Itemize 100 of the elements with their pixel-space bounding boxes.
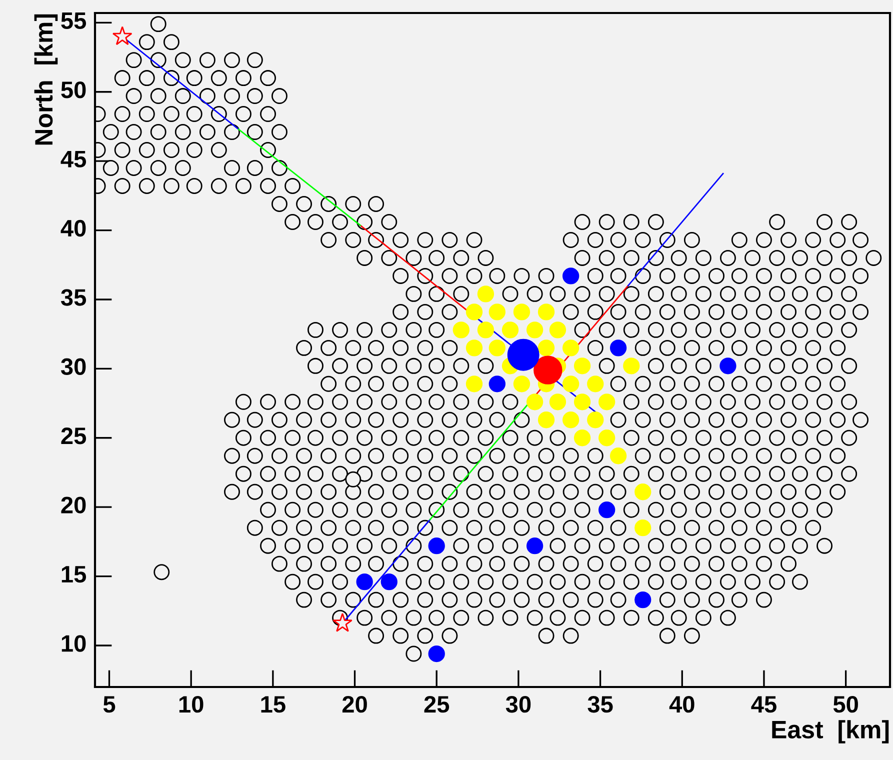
point [442,592,458,608]
point [271,556,288,572]
point [296,484,312,500]
point [502,502,518,518]
point [466,484,482,500]
point [406,322,422,338]
point [428,466,445,482]
point [138,178,155,194]
point [684,592,700,608]
point [670,538,687,554]
point [514,448,530,464]
point [368,196,384,212]
point [320,484,337,500]
point [731,340,748,356]
point [720,538,736,554]
point [320,412,337,428]
point [514,484,530,500]
point [744,358,760,374]
point [368,556,384,572]
point [235,178,252,194]
point [562,628,579,644]
point [780,340,797,356]
point [744,286,760,302]
point [442,268,458,284]
point [610,268,626,284]
point [514,412,530,428]
point [852,268,869,284]
point [246,88,263,104]
point [466,412,482,428]
point [345,412,362,428]
point [453,574,470,590]
point [356,502,373,518]
point [466,448,482,464]
point [648,466,664,482]
point [816,286,833,302]
point [659,628,676,644]
point [610,376,626,392]
point [574,466,590,482]
point [246,412,263,428]
point [260,466,276,482]
point [538,268,554,284]
point [478,610,494,626]
point [708,268,724,284]
x-tick-label: 5 [103,696,116,713]
point [442,340,458,356]
point [731,376,748,392]
point [792,466,808,482]
point [598,358,615,374]
point [805,484,822,500]
point [610,412,626,428]
point [345,376,362,392]
point [417,304,434,320]
point [695,466,712,482]
point [634,556,651,572]
point [841,322,858,338]
point [332,322,348,338]
point [769,286,786,302]
point [271,196,288,212]
point [163,142,180,158]
point [634,376,651,392]
y-tick-label: 10 [62,635,86,652]
point [284,430,301,446]
point [816,358,833,374]
point [356,466,373,482]
point [670,358,687,374]
point [174,124,191,140]
point [271,520,288,536]
point [417,232,434,248]
point [489,592,506,608]
point [406,538,422,554]
y-axis-title: North [km] [34,14,58,145]
point [260,538,276,554]
point [744,466,760,482]
point [792,250,808,266]
point [841,250,858,266]
point [381,394,398,410]
point [562,484,579,500]
point [260,106,276,122]
point [550,466,566,482]
point [731,304,748,320]
point [720,286,736,302]
point [453,466,470,482]
point [307,358,324,374]
point [345,592,362,608]
point [574,214,590,230]
point [284,178,301,194]
point [659,268,676,284]
point [102,124,119,140]
y-tick-label: 15 [62,566,86,583]
point [780,268,797,284]
point [356,610,373,626]
point [684,268,700,284]
point [332,394,348,410]
point [538,484,554,500]
point [550,286,566,302]
point [489,484,506,500]
point [406,358,422,374]
point [756,304,772,320]
point [392,232,409,248]
point [392,592,409,608]
